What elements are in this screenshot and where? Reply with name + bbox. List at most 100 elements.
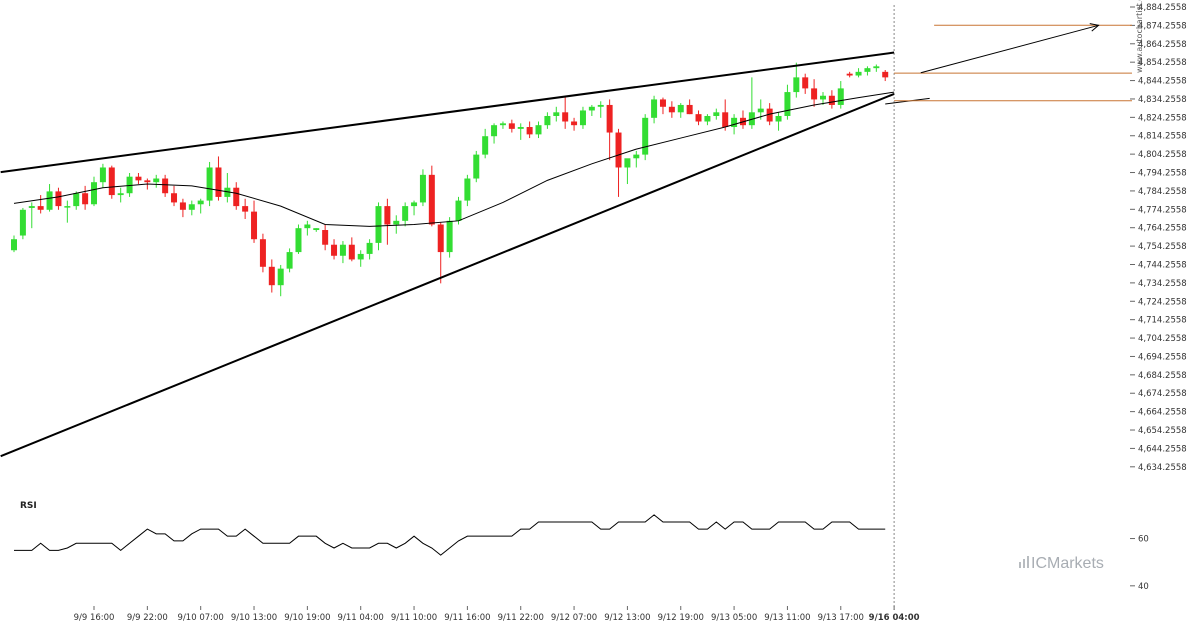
candle: [295, 224, 302, 254]
candle: [73, 191, 80, 210]
candle-body: [64, 206, 71, 208]
candle: [277, 264, 284, 297]
candle-body: [837, 88, 844, 105]
x-tick-label: 9/13 05:00: [711, 613, 757, 623]
candle-body: [313, 228, 320, 231]
candle: [55, 187, 62, 210]
candle-body: [713, 112, 720, 116]
candle-body: [393, 220, 400, 225]
candle-body: [339, 244, 346, 256]
candle: [633, 150, 640, 168]
candle-body: [295, 228, 302, 253]
x-tick-label: 9/12 07:00: [551, 613, 597, 623]
candle-body: [731, 117, 738, 128]
candle-body: [624, 158, 631, 168]
candle: [811, 79, 818, 107]
y-tick-label: 4,884.2558: [1138, 3, 1187, 13]
candle: [411, 200, 418, 216]
candle: [544, 112, 551, 129]
candle: [348, 237, 355, 262]
candle: [215, 156, 222, 201]
candle-body: [277, 268, 284, 286]
candle-body: [695, 114, 702, 122]
x-tick-label: 9/9 22:00: [127, 613, 168, 623]
candle-body: [526, 127, 533, 135]
candle-body: [668, 106, 675, 113]
rsi-label: RSI: [20, 501, 37, 511]
y-tick-label: 4,684.2558: [1138, 371, 1187, 381]
candle: [304, 220, 311, 236]
candle-body: [766, 108, 773, 122]
candle-body: [553, 112, 560, 116]
candle: [464, 174, 471, 207]
candle: [615, 128, 622, 197]
candle: [37, 195, 44, 214]
candle: [793, 62, 800, 98]
y-tick-label: 4,774.2558: [1138, 205, 1187, 215]
y-tick-label: 4,724.2558: [1138, 297, 1187, 307]
candle: [588, 104, 595, 116]
candle-body: [775, 115, 782, 122]
candle-body: [864, 68, 871, 72]
y-tick-label: 4,714.2558: [1138, 316, 1187, 326]
candle-body: [819, 95, 826, 100]
candle-body: [91, 182, 98, 205]
logo-bar-3: [1027, 556, 1029, 568]
y-tick-label: 4,834.2558: [1138, 95, 1187, 105]
candle: [268, 259, 275, 293]
candle: [339, 241, 346, 264]
candle-body: [686, 104, 693, 115]
x-axis-ticks: 9/9 16:00 9/9 22:00 9/10 07:00 9/10 13:00 9/…: [74, 606, 920, 623]
candle: [313, 228, 320, 232]
forecast-arrow-head: [1089, 23, 1100, 32]
x-tick-label: 9/11 22:00: [498, 613, 544, 623]
candle-body: [188, 204, 195, 210]
candle-body: [722, 112, 729, 128]
candle: [357, 250, 364, 267]
candle: [251, 200, 258, 243]
logo-bar-1: [1019, 562, 1021, 568]
candle: [846, 71, 853, 78]
x-tick-label: 9/9 16:00: [74, 613, 115, 623]
candle: [259, 233, 266, 273]
candle-body: [55, 191, 62, 207]
y-tick-label: 4,874.2558: [1138, 21, 1187, 31]
y-tick-label: 4,664.2558: [1138, 408, 1187, 418]
candle: [526, 121, 533, 139]
candle: [393, 215, 400, 234]
y-axis-ticks: 4,884.2558 4,874.2558 4,864.2558 4,854.2558…: [1130, 3, 1187, 473]
candle: [402, 202, 409, 227]
candle-body: [464, 178, 471, 201]
x-tick-label: 9/16 04:00: [869, 613, 920, 623]
candle-body: [162, 178, 169, 194]
candle-body: [571, 121, 578, 126]
candle-body: [331, 244, 338, 256]
x-tick-label: 9/13 17:00: [818, 613, 864, 623]
candle: [286, 248, 293, 273]
candle-body: [197, 200, 204, 205]
rsi-tick-label: 40: [1138, 582, 1149, 592]
candle: [739, 110, 746, 129]
y-tick-label: 4,704.2558: [1138, 334, 1187, 344]
candle-body: [508, 123, 515, 129]
candle: [837, 81, 844, 109]
candle-body: [153, 178, 160, 183]
candle: [188, 200, 195, 216]
candle-body: [73, 193, 80, 207]
candle: [668, 101, 675, 118]
candle-body: [651, 99, 658, 118]
candle-body: [704, 115, 711, 122]
y-tick-label: 4,734.2558: [1138, 279, 1187, 289]
candle-body: [855, 71, 862, 76]
candle-body: [286, 252, 293, 269]
y-tick-label: 4,654.2558: [1138, 426, 1187, 436]
candle: [491, 123, 498, 144]
candle: [606, 99, 613, 161]
rsi-line: [14, 514, 886, 556]
candle-body: [99, 167, 106, 183]
lower-trendline: [0, 92, 895, 458]
upper-trendline: [0, 51, 895, 174]
candle-body: [482, 136, 489, 155]
candle: [206, 161, 213, 207]
